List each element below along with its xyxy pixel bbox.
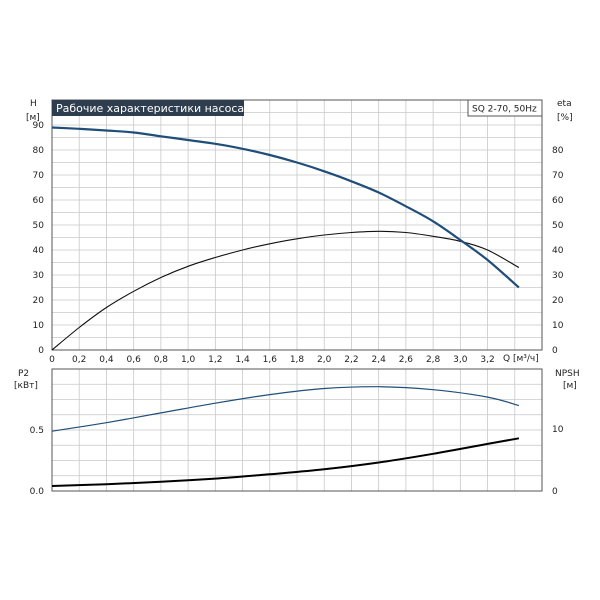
y-axis-label-npsh-unit: [м] [563, 381, 577, 391]
y-tick-label-right: 50 [552, 221, 564, 231]
x-tick-label: 0,6 [127, 355, 142, 365]
x-tick-label: 1,4 [235, 355, 250, 365]
y-axis-label-h: H [30, 99, 37, 109]
x-tick-label: 1,2 [208, 355, 222, 365]
x-tick-label: 2,8 [426, 355, 441, 365]
x-tick-label: 2,2 [344, 355, 358, 365]
y-tick-label-left: 60 [33, 196, 45, 206]
y-tick-label-right: 0 [552, 346, 558, 356]
y-tick-label-left: 30 [33, 271, 45, 281]
y-axis-label-eta-unit: [%] [557, 113, 573, 123]
y-axis-label-p2: P2 [18, 369, 29, 379]
x-tick-label: 2,4 [372, 355, 387, 365]
lower-panel-frame [51, 368, 543, 492]
y-tick-label-left: 20 [33, 296, 45, 306]
x-tick-label: 0,2 [72, 355, 86, 365]
x-tick-label: 1,8 [290, 355, 305, 365]
x-tick-label: 3,0 [453, 355, 468, 365]
chart-title-background [52, 100, 244, 116]
y-tick-label-left: 0 [38, 346, 44, 356]
y-tick-label-left: 80 [33, 146, 45, 156]
series-h-line [51, 126, 520, 289]
x-tick-label: 2,6 [399, 355, 414, 365]
y-tick-label-right: 60 [552, 196, 564, 206]
series-npsh-line [51, 437, 520, 487]
y-axis-label-p2-unit: [кВт] [14, 381, 38, 391]
y-tick-label-left: 10 [33, 321, 45, 331]
y-tick-label-right: 0 [552, 487, 558, 497]
y-tick-label-left: 70 [33, 171, 45, 181]
chart-title: Рабочие характеристики насоса [56, 102, 244, 115]
series-lines [51, 126, 520, 487]
x-tick-label: 0,4 [99, 355, 114, 365]
series-eta-line [51, 230, 520, 351]
x-axis-label: Q [м³/ч] [503, 354, 539, 364]
y-tick-label-right: 70 [552, 171, 564, 181]
model-label: SQ 2-70, 50Hz [472, 105, 537, 115]
axis-ticks: 0 0,2 0,4 0,6 0,8 1,0 1,2 1,4 1,6 1,8 2,0 2,2 2,4 2,6… [30, 121, 564, 497]
y-axis-label-npsh: NPSH [555, 369, 580, 379]
upper-panel-frame [51, 99, 543, 351]
series-p2-line [51, 386, 520, 432]
y-axis-label-h-unit: [м] [26, 113, 40, 123]
y-tick-label-left: 0.5 [30, 426, 44, 436]
y-tick-label-right: 10 [552, 425, 564, 435]
x-tick-label: 0 [49, 355, 55, 365]
y-tick-label-left: 40 [33, 246, 45, 256]
x-tick-label: 2,0 [317, 355, 332, 365]
x-tick-label: 1,6 [263, 355, 278, 365]
y-axis-label-eta: eta [557, 99, 572, 109]
y-tick-label-right: 80 [552, 146, 564, 156]
y-tick-label-right: 40 [552, 246, 564, 256]
model-label-box [467, 99, 543, 117]
y-tick-label-right: 10 [552, 321, 564, 331]
y-tick-label-right: 30 [552, 271, 564, 281]
x-tick-label: 0,8 [154, 355, 169, 365]
x-tick-label: 1,0 [181, 355, 196, 365]
x-tick-label: 3,2 [480, 355, 494, 365]
y-tick-label-left: 0.0 [30, 487, 45, 497]
upper-panel-grid [51, 100, 542, 350]
y-tick-label-left: 90 [33, 121, 45, 131]
y-tick-label-left: 50 [33, 221, 45, 231]
y-tick-label-right: 20 [552, 296, 564, 306]
